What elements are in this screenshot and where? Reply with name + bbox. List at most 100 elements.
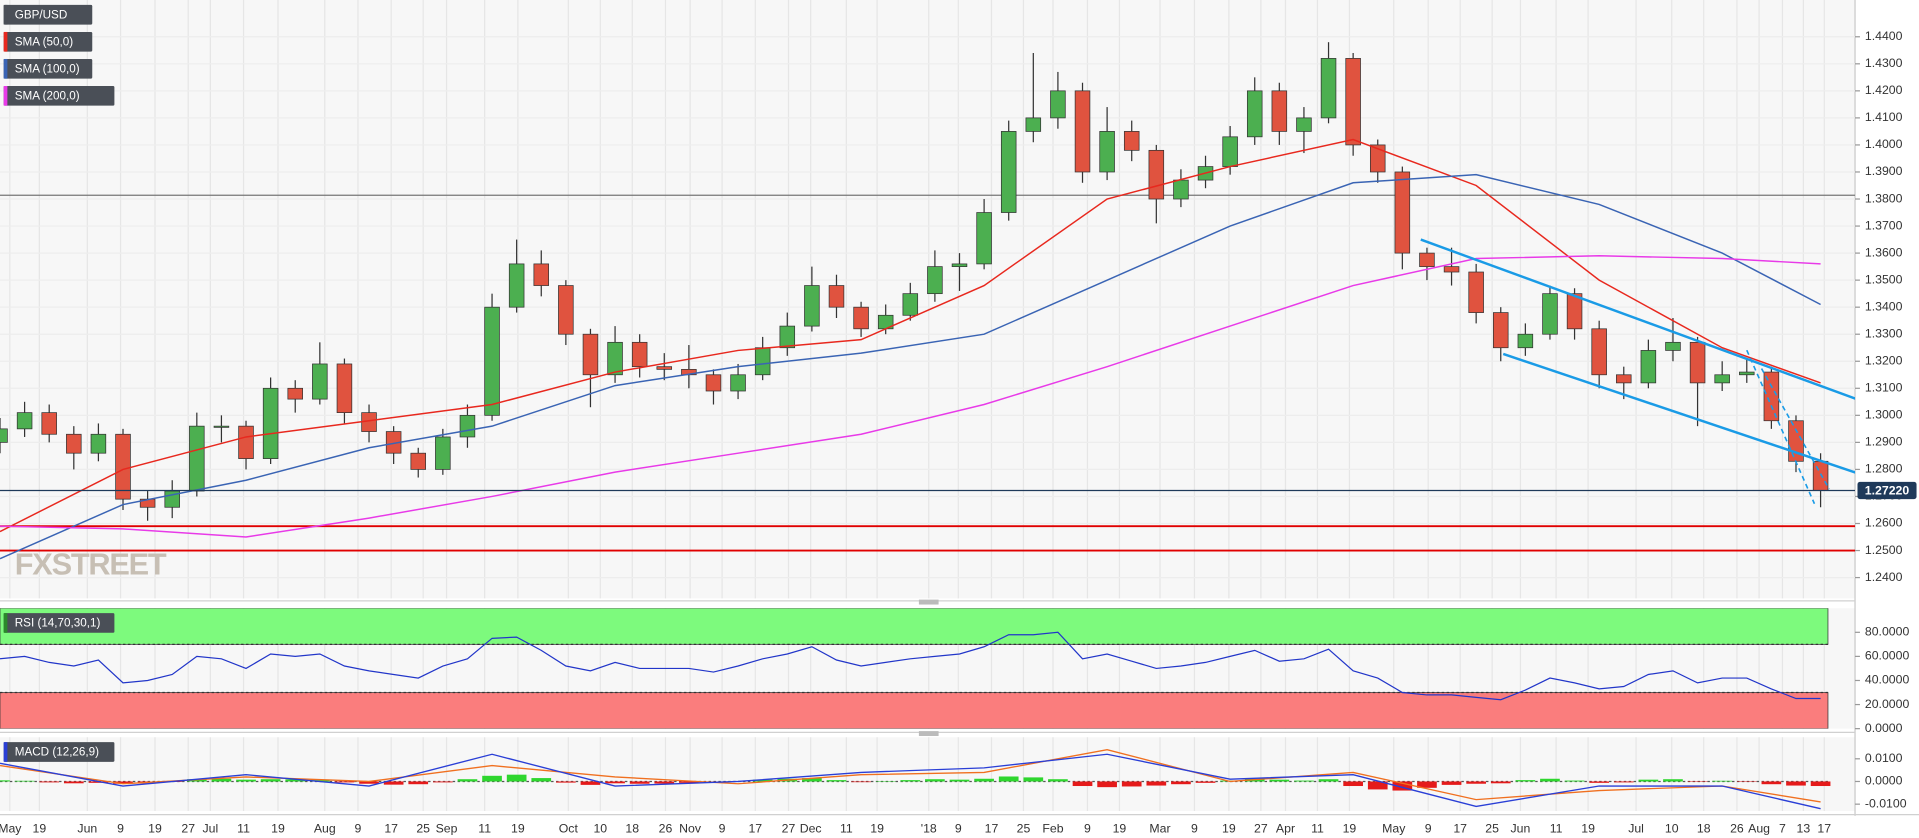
candle-body [1591,328,1607,376]
candle-body [508,263,525,308]
x-tick-label: 25 [416,822,430,836]
y-tick-label: 1.3600 [1865,245,1903,259]
macd-histogram-bar [186,779,207,782]
moving-average-line [0,173,1821,560]
y-tick-label: 1.4400 [1865,29,1903,43]
candle-body [1123,131,1140,151]
x-tick-label: 9 [719,822,726,836]
pane-grip[interactable] [918,599,939,605]
x-tick-label: 11 [1311,822,1324,836]
last-price-box [1857,481,1917,500]
x-tick-label: Jun [1511,822,1531,836]
macd-histogram-bar [925,779,945,782]
pane-grip[interactable] [918,731,939,737]
candle-body [484,306,500,416]
x-tick-label: Dec [800,822,822,836]
legend-box[interactable] [3,86,115,106]
macd-histogram-bar [260,779,281,782]
candle-body [902,293,919,316]
candle-body [1566,293,1583,330]
candle-body [16,412,33,430]
y-tick-label: 0.0000 [1865,721,1903,735]
candle-body [1025,117,1042,132]
x-tick-label: Nov [679,822,702,836]
x-tick-label: 9 [117,822,124,836]
candle-body [435,436,451,470]
macd-histogram-bar [236,779,256,782]
y-tick-label: 20.0000 [1865,697,1910,711]
macd-histogram-bar [63,781,84,784]
candle-body [66,433,82,454]
macd-histogram-bar [1269,779,1290,782]
macd-histogram-bar [1343,781,1363,787]
x-tick-label: 25 [1485,822,1499,836]
macd-histogram-bar [851,781,871,783]
candle-body [1271,90,1288,132]
candle-body [213,425,230,428]
macd-histogram-bar [580,781,601,785]
candle-body [1000,131,1017,213]
x-tick-label: 27 [1254,822,1268,836]
candle-body [1222,136,1238,167]
x-tick-label: 11 [478,822,491,836]
x-tick-label: 19 [1343,822,1357,836]
macd-histogram-bar [359,781,379,784]
trend-line [1502,352,1856,474]
candle-body [1812,460,1829,491]
macd-histogram-bar [1663,779,1683,782]
candle-body [336,363,353,413]
legend-swatch [3,31,8,52]
candle-body [1493,312,1509,349]
y-tick-label: 1.2900 [1865,435,1903,449]
candle-body [533,263,550,286]
x-tick-label: 9 [1191,822,1198,836]
x-tick-label: Sep [436,822,458,836]
price-plot [0,42,1856,560]
candle-body [1739,371,1755,376]
macd-histogram-bar [531,778,552,782]
y-tick-label: 0.0100 [1865,751,1903,765]
rsi-line [0,631,1821,701]
x-tick-label: 17 [748,822,762,836]
y-tick-label: 1.3100 [1865,381,1903,395]
y-tick-label: 1.3700 [1865,218,1903,232]
legend-box[interactable] [3,4,93,25]
candle-body [1296,117,1312,132]
x-tick-label: Jul [202,822,218,836]
macd-histogram-bar [1466,781,1486,784]
candle-body [1369,144,1386,173]
legend-box[interactable] [3,31,93,52]
x-tick-label: May [0,822,22,836]
y-tick-label: 1.4300 [1865,56,1903,70]
legend-box[interactable] [3,613,115,633]
legend-swatch [3,4,8,25]
candle-body [1419,252,1435,267]
x-tick-label: 13 [1797,822,1811,836]
macd-histogram-bar [1786,781,1806,786]
macd-histogram-bar [1564,780,1585,782]
x-tick-label: Aug [1748,822,1770,836]
candle-body [705,374,722,392]
candle-body [312,363,328,400]
x-tick-label: 9 [1084,822,1091,836]
macd-histogram-bar [1761,781,1782,785]
candle-body [1665,341,1681,351]
y-tick-label: 1.3200 [1865,354,1903,368]
macd-histogram-bar [900,780,921,782]
macd-histogram-bar [211,778,232,782]
legend-swatch [3,58,8,79]
macd-line [0,753,1821,810]
y-tick-label: 1.2800 [1865,462,1903,476]
macd-histogram-bar [1638,779,1659,782]
legend-box[interactable] [3,742,115,762]
macd-histogram-bar [1515,780,1536,782]
macd-histogram-bar [1072,781,1093,787]
oversold-band [0,692,1829,729]
x-tick-label: 26 [1730,822,1744,836]
macd-histogram-bar [457,779,478,782]
legend-box[interactable] [3,58,93,79]
macd-histogram-bar [949,779,970,782]
macd-histogram-bar [802,778,822,782]
macd-histogram-bar [1613,781,1634,783]
